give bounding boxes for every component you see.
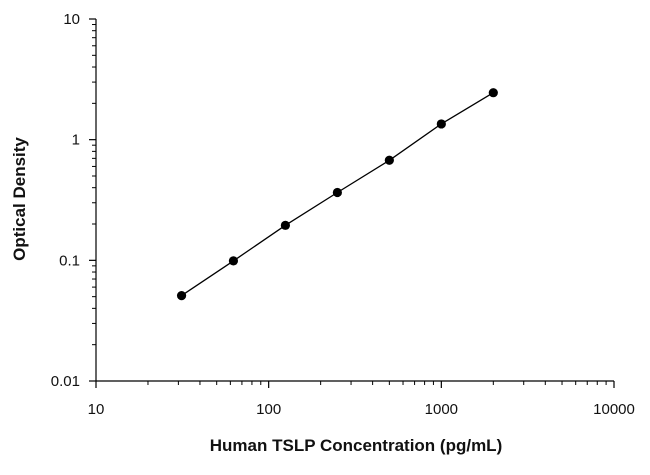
data-point — [384, 155, 394, 165]
x-tick-label: 10000 — [593, 401, 635, 418]
data-marks — [176, 88, 498, 301]
data-point — [176, 291, 187, 301]
y-axis-title: Optical Density — [10, 137, 29, 261]
y-tick-label: 10 — [63, 11, 80, 28]
x-axis-title: Human TSLP Concentration (pg/mL) — [210, 436, 502, 455]
y-tick-label: 0.1 — [59, 252, 80, 269]
axes: 10 100 1000 10000 0.01 0.1 1 10 — [51, 11, 635, 418]
data-point — [488, 88, 498, 98]
x-tick-label: 10 — [88, 401, 105, 418]
data-point — [280, 220, 290, 230]
y-tick-label: 1 — [72, 132, 80, 149]
data-point — [332, 187, 342, 198]
x-tick-label: 1000 — [425, 401, 458, 418]
data-point — [436, 119, 446, 129]
y-tick-label: 0.01 — [51, 373, 80, 390]
data-point — [228, 256, 239, 266]
x-tick-label: 100 — [256, 401, 281, 418]
